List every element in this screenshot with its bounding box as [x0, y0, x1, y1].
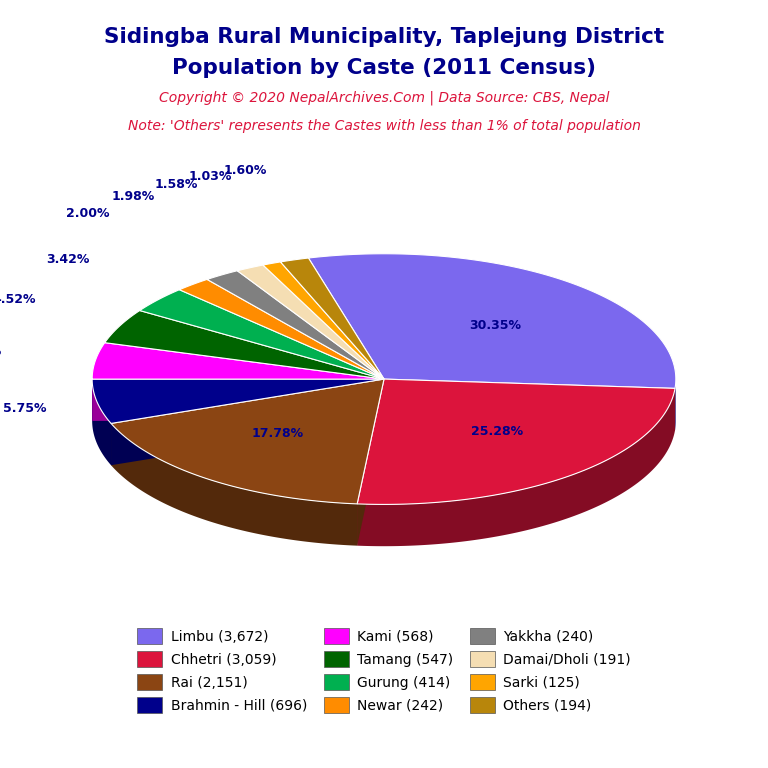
Polygon shape — [357, 379, 384, 546]
Legend: Limbu (3,672), Chhetri (3,059), Rai (2,151), Brahmin - Hill (696), Kami (568), T: Limbu (3,672), Chhetri (3,059), Rai (2,1… — [131, 621, 637, 720]
Text: 2.00%: 2.00% — [66, 207, 110, 220]
Polygon shape — [140, 290, 384, 379]
Text: 5.75%: 5.75% — [3, 402, 47, 415]
Polygon shape — [357, 389, 675, 546]
Polygon shape — [111, 379, 384, 504]
Polygon shape — [357, 379, 384, 546]
Text: Population by Caste (2011 Census): Population by Caste (2011 Census) — [172, 58, 596, 78]
Polygon shape — [92, 379, 384, 423]
Polygon shape — [111, 379, 384, 465]
Text: 4.52%: 4.52% — [0, 293, 35, 306]
Polygon shape — [111, 423, 357, 546]
Text: Copyright © 2020 NepalArchives.Com | Data Source: CBS, Nepal: Copyright © 2020 NepalArchives.Com | Dat… — [159, 91, 609, 105]
Polygon shape — [384, 379, 675, 430]
Polygon shape — [92, 379, 384, 421]
Text: 1.98%: 1.98% — [111, 190, 154, 204]
Polygon shape — [92, 343, 384, 379]
Polygon shape — [180, 280, 384, 379]
Polygon shape — [207, 271, 384, 379]
Text: 30.35%: 30.35% — [470, 319, 521, 333]
Polygon shape — [675, 379, 676, 430]
Text: 1.58%: 1.58% — [154, 177, 198, 190]
Polygon shape — [111, 379, 384, 465]
Polygon shape — [280, 258, 384, 379]
Polygon shape — [357, 379, 675, 505]
Polygon shape — [237, 265, 384, 379]
Text: Note: 'Others' represents the Castes with less than 1% of total population: Note: 'Others' represents the Castes wit… — [127, 119, 641, 133]
Text: Sidingba Rural Municipality, Taplejung District: Sidingba Rural Municipality, Taplejung D… — [104, 27, 664, 47]
Polygon shape — [104, 310, 384, 379]
Text: 3.42%: 3.42% — [46, 253, 90, 266]
Polygon shape — [92, 379, 111, 465]
Polygon shape — [263, 262, 384, 379]
Text: 25.28%: 25.28% — [471, 425, 523, 439]
Text: 17.78%: 17.78% — [252, 428, 304, 440]
Text: 1.03%: 1.03% — [188, 170, 232, 183]
Polygon shape — [384, 379, 675, 430]
Polygon shape — [309, 253, 676, 389]
Text: 1.60%: 1.60% — [223, 164, 266, 177]
Polygon shape — [92, 379, 384, 421]
Text: 4.69%: 4.69% — [0, 345, 2, 358]
